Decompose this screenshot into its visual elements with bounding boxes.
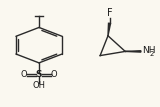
Text: S: S <box>36 70 42 79</box>
Polygon shape <box>108 23 111 36</box>
Polygon shape <box>125 51 141 52</box>
Text: OH: OH <box>32 81 45 90</box>
Text: 2: 2 <box>150 51 154 57</box>
Text: F: F <box>107 7 112 18</box>
Text: O: O <box>21 70 27 79</box>
Text: O: O <box>51 70 57 79</box>
Text: NH: NH <box>142 46 155 55</box>
